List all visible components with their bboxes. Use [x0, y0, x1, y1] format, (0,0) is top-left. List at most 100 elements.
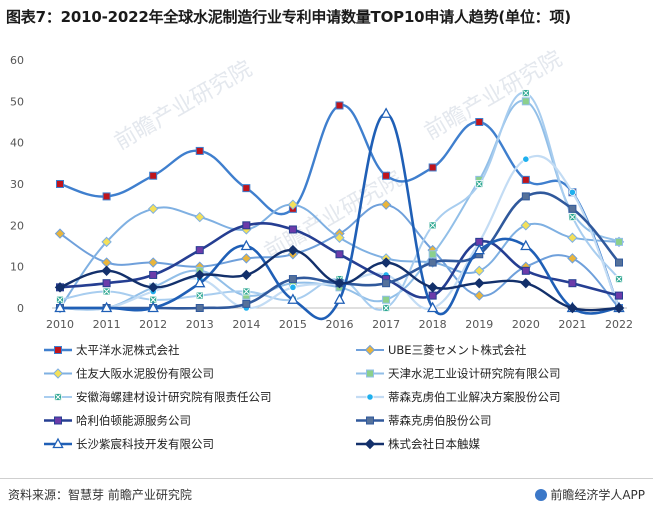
x-tick-label: 2010: [46, 318, 74, 331]
brand-label: 前瞻经济学人APP: [535, 486, 645, 503]
data-point: [194, 276, 206, 288]
x-tick-label: 2022: [605, 318, 633, 331]
marker-cross: [383, 305, 389, 311]
x-tick-label: 2013: [186, 318, 214, 331]
series-line: [59, 91, 620, 311]
data-point: [54, 228, 66, 239]
chart-title: 图表7：2010-2022年全球水泥制造行业专利申请数量TOP10申请人趋势(单…: [6, 8, 571, 26]
brand-text: 前瞻经济学人APP: [550, 488, 645, 502]
data-point: [334, 232, 345, 243]
series-5: [56, 89, 623, 312]
data-point: [195, 304, 204, 312]
data-point: [520, 277, 532, 289]
data-point: [474, 265, 485, 277]
data-point: [149, 171, 158, 180]
data-point: [382, 171, 391, 180]
legend-marker: [366, 416, 374, 425]
x-tick-label: 2011: [93, 318, 121, 331]
marker-cross: [429, 222, 436, 229]
legend-item: 长沙紫宸科技开发有限公司: [44, 437, 214, 451]
data-point: [475, 118, 484, 126]
data-point: [289, 283, 297, 291]
data-point: [568, 204, 577, 213]
footer: 资料来源：智慧芽 前瞻产业研究院 前瞻经济学人APP: [0, 478, 653, 511]
data-point: [474, 277, 485, 289]
legend-item: 太平洋水泥株式会社: [44, 343, 180, 357]
data-point: [333, 293, 346, 304]
data-point: [54, 301, 66, 313]
x-tick-label: 2016: [326, 318, 354, 331]
data-point: [287, 293, 299, 304]
data-point: [195, 246, 204, 255]
data-point: [568, 188, 577, 196]
legend-item: 住友大阪水泥股份有限公司: [44, 367, 214, 381]
data-point: [568, 279, 577, 288]
data-point: [195, 146, 204, 155]
data-point: [473, 243, 485, 255]
data-point: [567, 302, 578, 314]
x-tick-label: 2017: [372, 318, 400, 331]
marker-cross: [55, 394, 61, 400]
data-point: [380, 257, 392, 268]
data-point: [288, 275, 297, 284]
x-tick-label: 2018: [419, 318, 447, 331]
watermark-text: 前瞻产业研究院: [111, 57, 257, 156]
data-point: [241, 269, 252, 281]
series-2: [54, 199, 625, 314]
data-point: [147, 282, 159, 293]
legend-marker: [364, 438, 376, 450]
data-point: [615, 291, 623, 300]
data-point: [380, 107, 392, 118]
data-point: [521, 97, 530, 106]
y-tick-label: 40: [10, 137, 24, 150]
data-point: [567, 253, 578, 264]
x-tick-label: 2015: [279, 318, 307, 331]
series-line: [59, 154, 621, 311]
legend-marker: [366, 369, 374, 378]
y-tick-label: 30: [10, 178, 24, 191]
y-tick-label: 20: [10, 219, 24, 232]
data-point: [147, 301, 159, 313]
marker-cross: [57, 296, 63, 303]
data-point: [427, 282, 438, 293]
data-point: [522, 155, 530, 163]
x-tick-label: 2020: [512, 318, 540, 331]
x-tick-label: 2021: [558, 318, 586, 331]
series-layer: [54, 89, 625, 321]
data-point: [101, 265, 112, 277]
data-point: [240, 239, 253, 251]
legend-label: 长沙紫宸科技开发有限公司: [76, 437, 214, 451]
data-point: [474, 290, 485, 301]
legend-label: 天津水泥工业设计研究院有限公司: [388, 367, 561, 381]
data-point: [194, 269, 205, 281]
brand-logo-icon: [535, 489, 548, 501]
marker-cross: [150, 296, 157, 303]
data-point: [241, 253, 252, 264]
series-3: [54, 199, 625, 314]
data-point: [242, 221, 251, 230]
legend-item: 天津水泥工业设计研究院有限公司: [356, 367, 561, 381]
data-point: [613, 302, 625, 314]
marker-cross: [103, 288, 110, 295]
legend-item: 安徽海螺建材设计研究院有限责任公司: [44, 390, 272, 404]
marker-cross: [522, 90, 529, 96]
data-point: [428, 291, 437, 300]
y-tick-label: 50: [10, 95, 24, 108]
data-point: [521, 175, 530, 184]
legend-item: UBE三菱セメント株式会社: [356, 343, 527, 357]
data-point: [521, 192, 530, 201]
legend-label: 蒂森克虏伯工业解决方案股份公司: [388, 390, 561, 404]
data-point: [149, 270, 158, 279]
legend-item: 株式会社日本触媒: [356, 437, 480, 451]
marker-cross: [569, 214, 576, 220]
data-point: [335, 101, 344, 110]
series-7: [56, 221, 623, 300]
data-point: [521, 266, 530, 275]
legend-item: 哈利伯顿能源服务公司: [44, 414, 191, 428]
data-point: [288, 225, 297, 234]
data-point: [615, 258, 623, 267]
data-point: [287, 244, 299, 256]
data-point: [382, 279, 391, 288]
legend-item: 蒂森克虏伯股份公司: [356, 414, 492, 428]
